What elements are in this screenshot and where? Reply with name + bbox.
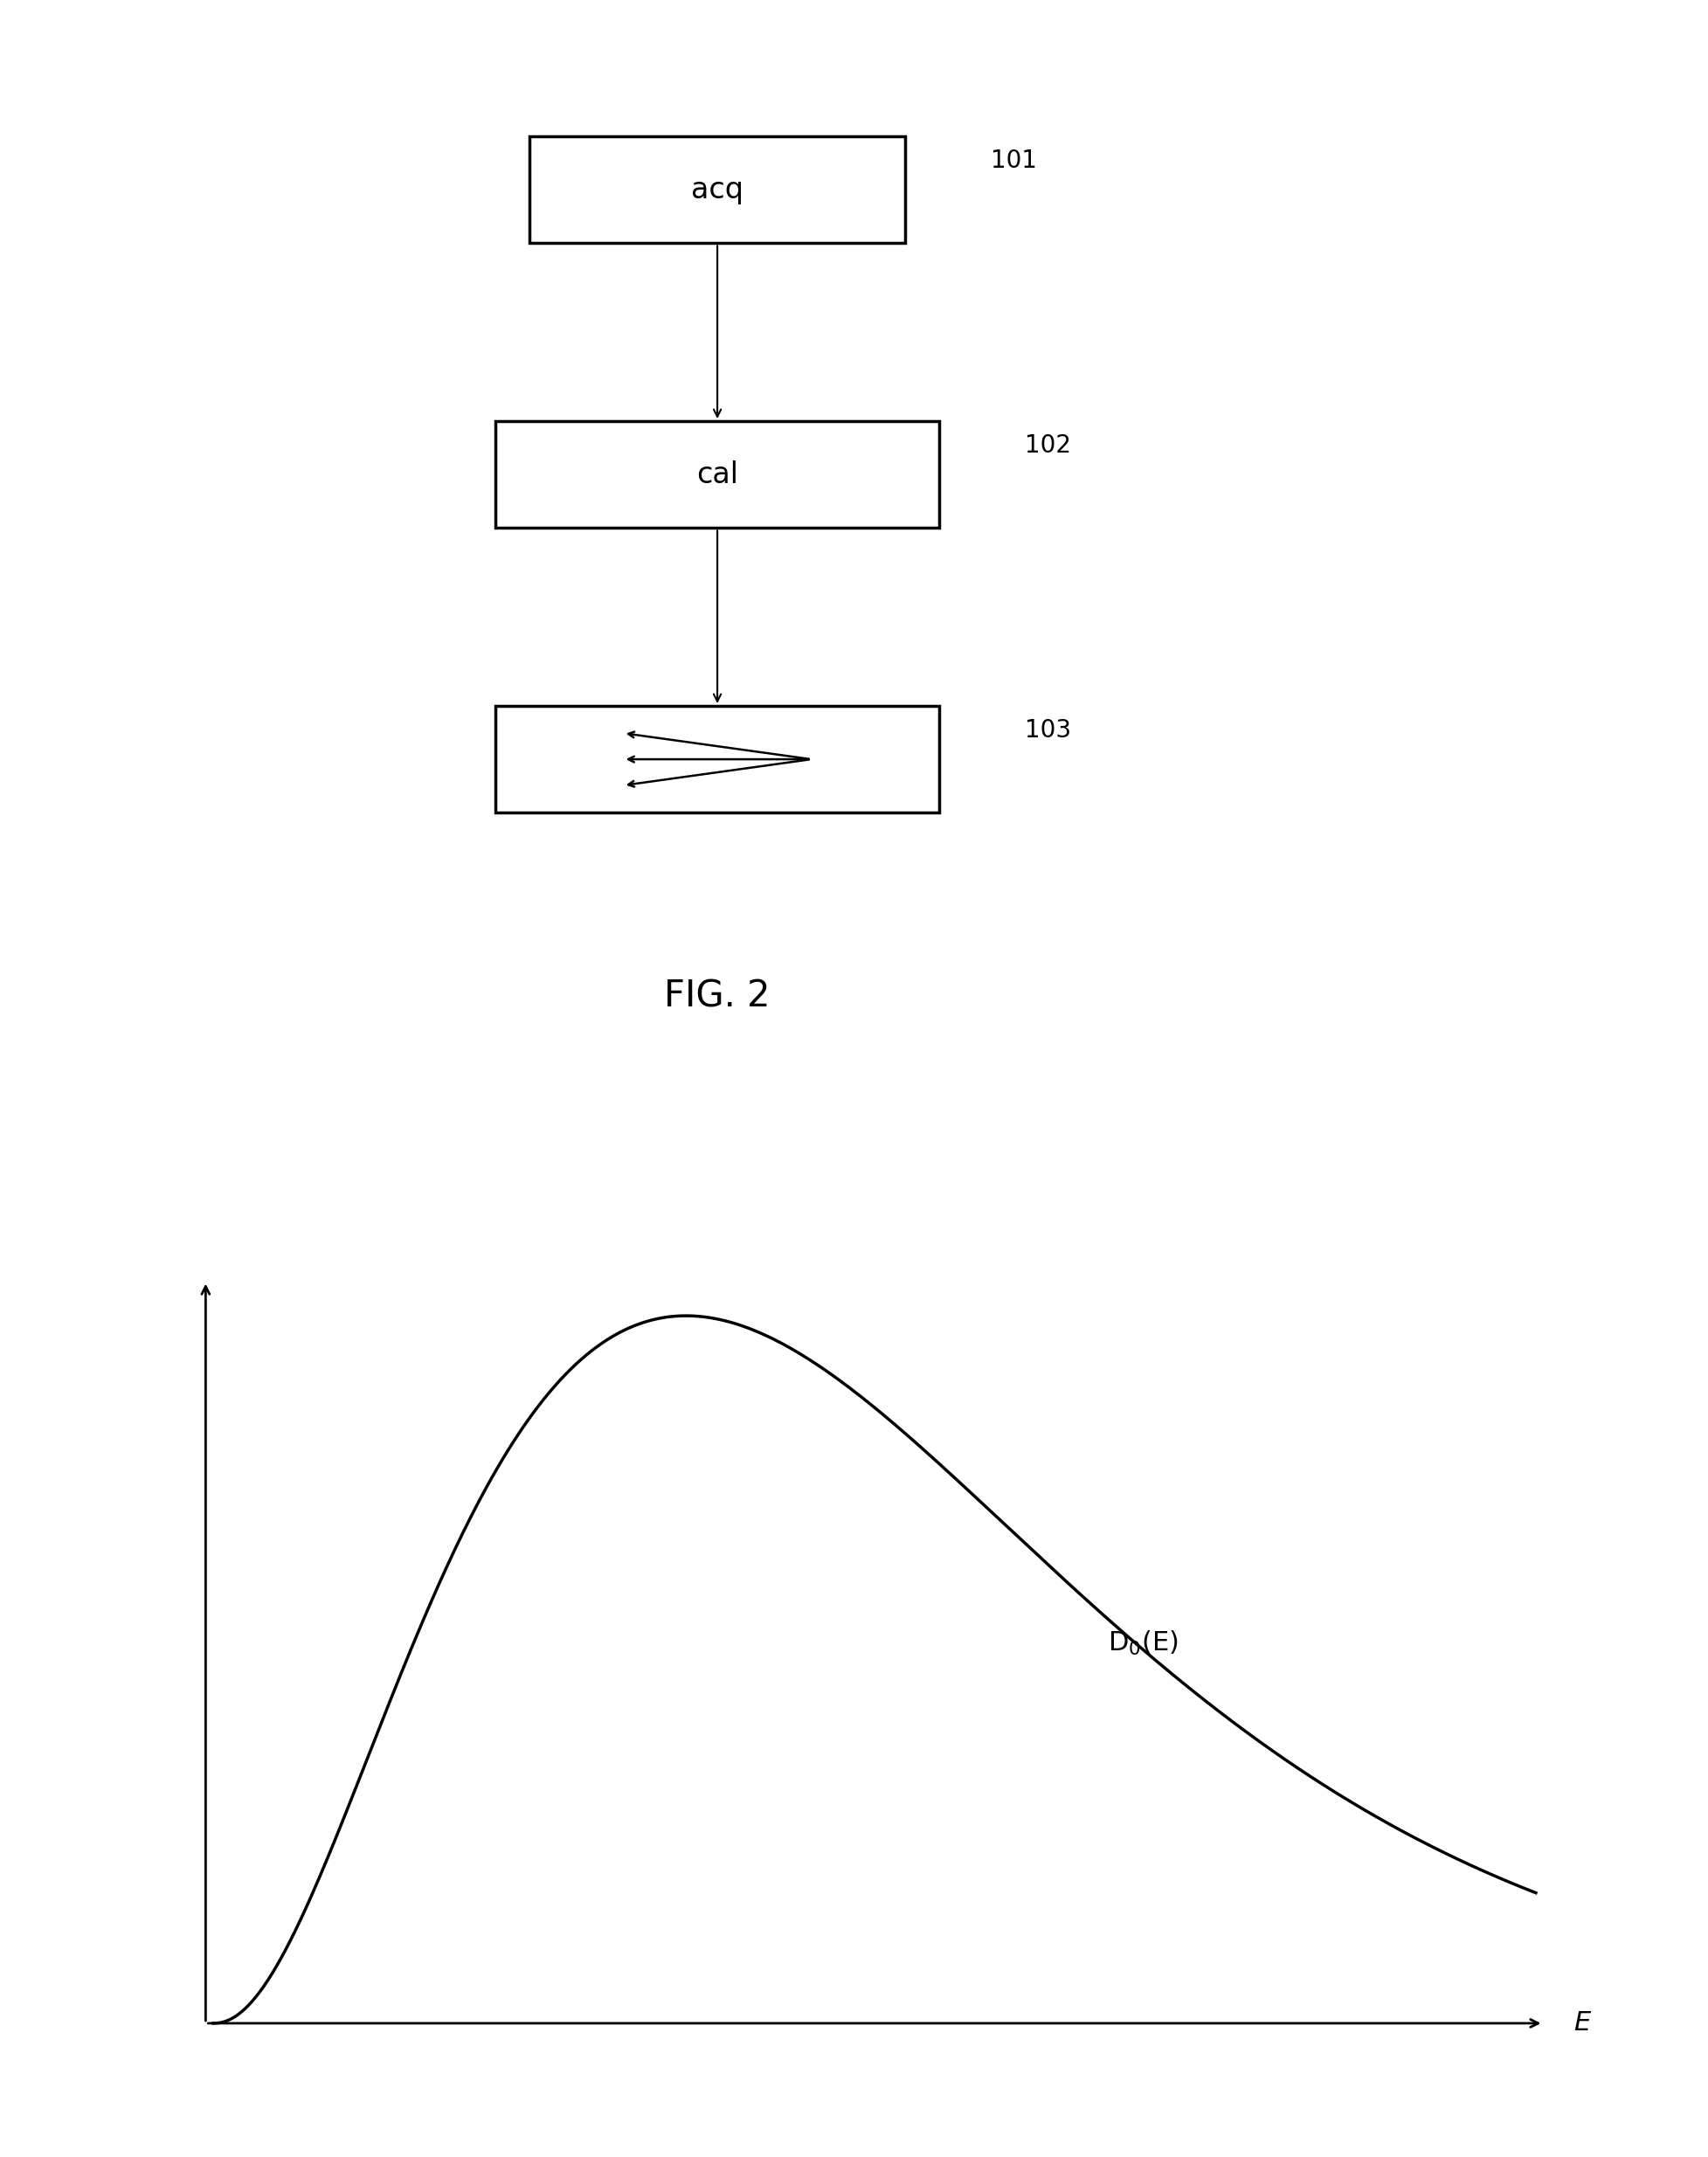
Text: 103: 103 [1025,718,1071,742]
Text: cal: cal [697,459,738,490]
Text: FIG. 2: FIG. 2 [664,977,770,1016]
Bar [529,136,905,244]
Text: D$_0$(E): D$_0$(E) [1107,1629,1179,1659]
Text: acq: acq [692,175,743,205]
Text: 102: 102 [1025,434,1071,457]
Text: 101: 101 [991,149,1037,173]
Bar [495,705,939,813]
Text: E: E [1573,2010,1590,2036]
Bar [495,421,939,528]
